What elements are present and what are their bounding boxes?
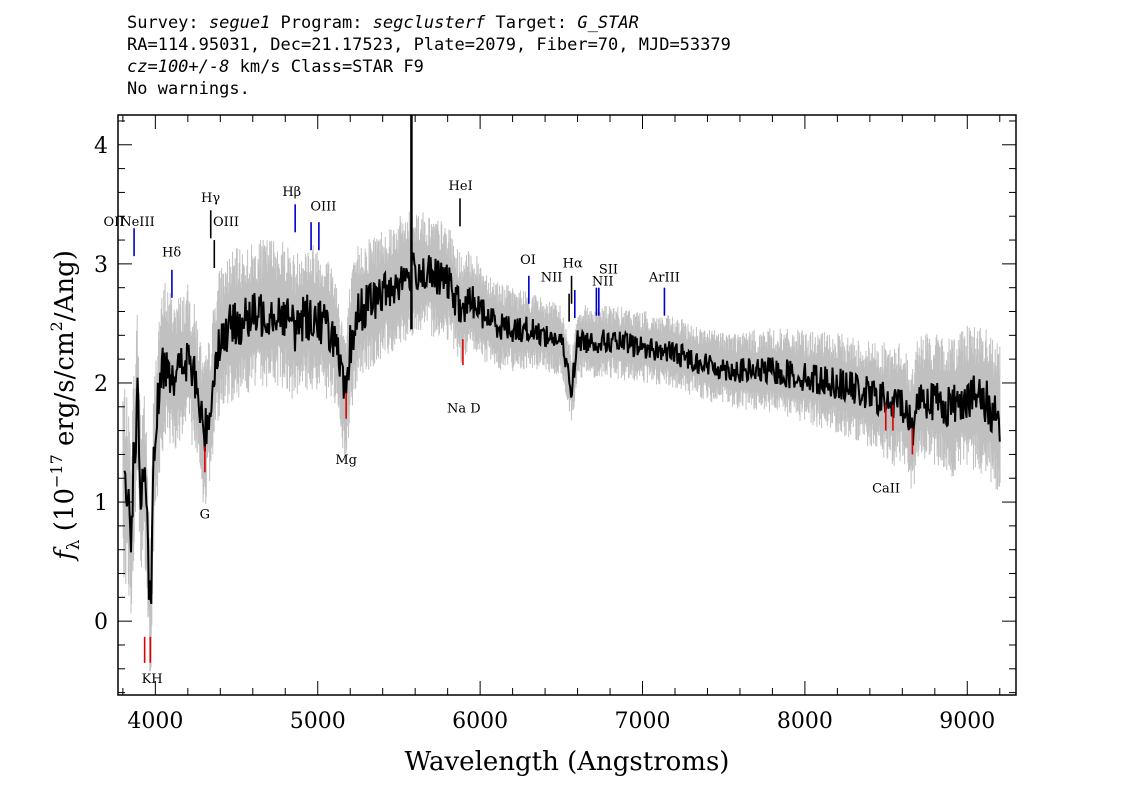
flux-line — [123, 251, 1001, 605]
header-line-survey: Survey: segue1 Program: segclusterf Targ… — [127, 12, 731, 34]
header-line-coordinates: RA=114.95031, Dec=21.17523, Plate=2079, … — [127, 35, 731, 55]
line-label-10: Hα — [563, 256, 583, 271]
x-tick-label: 9000 — [939, 709, 995, 734]
target-label: Target: — [485, 13, 578, 33]
line-label-0: OII — [103, 215, 124, 230]
x-tick-label: 6000 — [452, 709, 508, 734]
line-label-18: CaII — [872, 482, 900, 497]
line-label-7: HeI — [449, 179, 473, 194]
x-tick-label: 8000 — [777, 709, 833, 734]
plot-layer — [122, 115, 1001, 672]
line-label-16: Mg — [335, 453, 357, 468]
program-value: segclusterf — [372, 13, 486, 33]
x-tick-label: 4000 — [127, 709, 183, 734]
x-tick-label: 7000 — [615, 709, 671, 734]
line-label-5: Hβ — [282, 185, 301, 200]
line-label-12: NII — [592, 274, 614, 289]
x-tick-label: 5000 — [290, 709, 346, 734]
header-line-warnings: No warnings. — [127, 79, 250, 99]
plot-frame — [117, 114, 1017, 696]
x-axis-label: Wavelength (Angstroms) — [405, 747, 730, 777]
class-value: km/s Class=STAR F9 — [229, 57, 424, 77]
line-label-1: NeIII — [120, 215, 154, 230]
line-label-8: OI — [520, 253, 536, 268]
line-label-6: OIII — [310, 199, 336, 214]
survey-label: Survey: — [127, 13, 209, 33]
line-label-17: Na D — [447, 402, 481, 417]
target-value: G_STAR — [577, 13, 639, 33]
program-label: Program: — [270, 13, 373, 33]
y-tick-label: 2 — [94, 372, 108, 397]
survey-value: segue1 — [208, 13, 271, 33]
spectrum-header: Survey: segue1 Program: segclusterf Targ… — [127, 12, 731, 100]
line-label-11: SII — [599, 262, 618, 277]
y-axis-label: fλ (10−17 erg/s/cm2/Ang) — [47, 250, 84, 562]
line-label-13: ArIII — [648, 271, 680, 286]
y-tick-label: 1 — [94, 491, 108, 516]
line-label-14: KH — [142, 672, 163, 687]
line-label-9: NII — [541, 271, 563, 286]
line-label-3: Hγ — [201, 191, 220, 206]
header-line-redshift: cz=100+/-8 km/s Class=STAR F9 — [127, 56, 731, 78]
line-label-2: Hδ — [162, 246, 181, 261]
y-tick-label: 3 — [94, 253, 108, 278]
y-tick-label: 4 — [94, 134, 108, 159]
line-label-4: OIII — [213, 215, 239, 230]
y-tick-label: 0 — [94, 610, 108, 635]
redshift-value: cz=100+/-8 — [127, 57, 230, 77]
line-label-15: G — [200, 508, 210, 523]
